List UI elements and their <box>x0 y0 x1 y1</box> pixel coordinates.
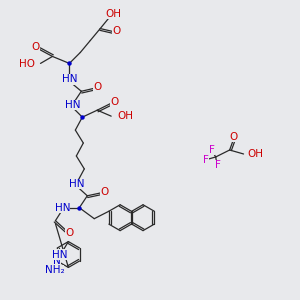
Text: OH: OH <box>105 9 121 19</box>
Text: F: F <box>203 155 209 165</box>
Text: HN: HN <box>52 250 67 260</box>
Text: O: O <box>100 187 108 197</box>
Text: O: O <box>110 97 118 107</box>
Text: HN: HN <box>61 74 77 84</box>
Text: HN: HN <box>55 203 70 213</box>
Text: O: O <box>93 82 101 92</box>
Text: N: N <box>53 256 61 266</box>
Text: HN: HN <box>69 179 84 189</box>
Text: O: O <box>230 132 238 142</box>
Text: F: F <box>209 145 215 155</box>
Text: O: O <box>112 26 120 36</box>
Text: NH₂: NH₂ <box>45 266 64 275</box>
Text: O: O <box>65 228 74 238</box>
Text: HO: HO <box>19 59 34 69</box>
Text: F: F <box>215 160 220 170</box>
Text: OH: OH <box>117 111 133 121</box>
Text: O: O <box>32 43 40 52</box>
Text: HN: HN <box>64 100 80 110</box>
Text: OH: OH <box>248 149 263 159</box>
